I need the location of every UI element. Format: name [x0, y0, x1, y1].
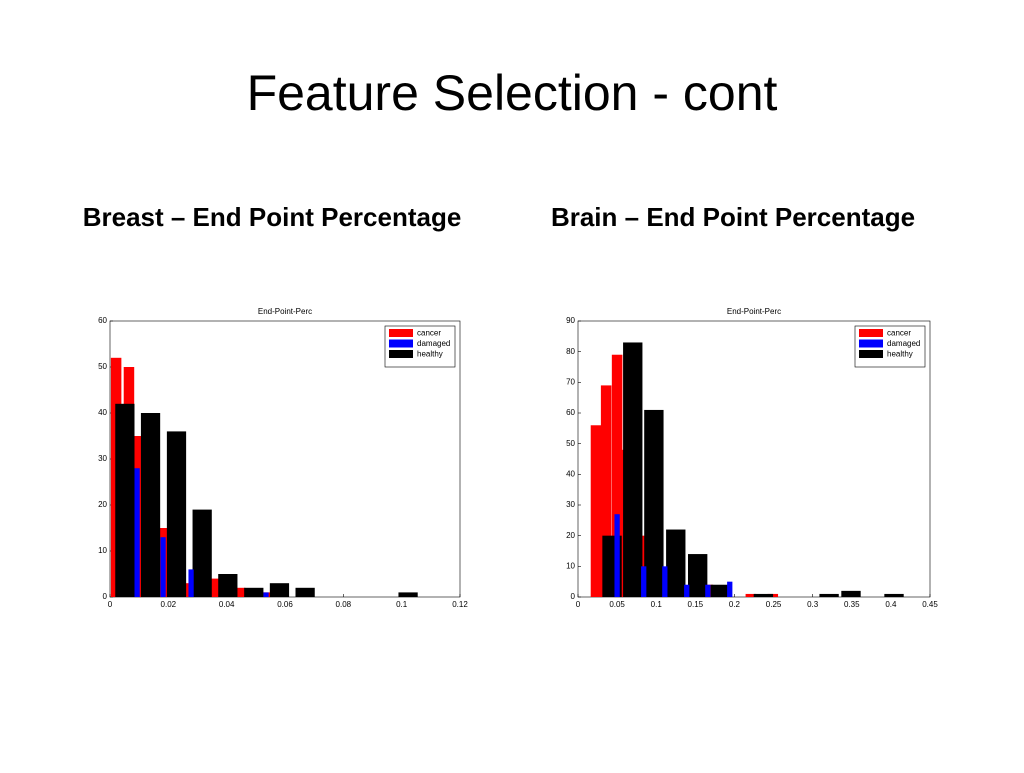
y-tick-label: 60: [566, 408, 575, 417]
bar: [641, 566, 647, 597]
bar: [218, 574, 238, 597]
bar: [188, 569, 194, 597]
x-tick-label: 0.2: [729, 600, 741, 609]
bar: [666, 529, 686, 597]
bar: [234, 587, 246, 597]
y-tick-label: 40: [566, 469, 575, 478]
legend-swatch: [859, 329, 883, 337]
bar: [115, 403, 135, 597]
x-tick-label: 0.12: [452, 600, 468, 609]
y-tick-label: 10: [98, 546, 107, 555]
bar: [884, 593, 904, 597]
x-tick-label: 0.35: [844, 600, 860, 609]
legend-label: healthy: [417, 350, 443, 359]
bar: [662, 566, 668, 597]
x-tick-label: 0.08: [336, 600, 352, 609]
bar: [705, 584, 711, 597]
y-tick-label: 0: [571, 592, 576, 601]
slide-title: Feature Selection - cont: [247, 65, 778, 121]
chart-title: End-Point-Perc: [258, 307, 312, 316]
legend-label: damaged: [417, 339, 450, 348]
bar: [710, 584, 731, 597]
bar: [819, 593, 839, 597]
bar: [600, 385, 612, 597]
bar: [745, 593, 757, 597]
x-tick-label: 0.04: [219, 600, 235, 609]
y-tick-label: 20: [98, 500, 107, 509]
bar: [209, 578, 221, 597]
x-tick-label: 0: [576, 600, 581, 609]
bar: [160, 537, 166, 597]
y-tick-label: 20: [566, 531, 575, 540]
x-tick-label: 0.02: [161, 600, 177, 609]
bar: [182, 583, 194, 597]
bar: [244, 587, 264, 597]
y-tick-label: 30: [98, 454, 107, 463]
bar: [841, 590, 861, 597]
bar: [263, 592, 269, 597]
x-tick-label: 0.05: [609, 600, 625, 609]
heading: Brain – End Point Percentage: [551, 202, 915, 232]
y-tick-label: 40: [98, 408, 107, 417]
y-tick-label: 70: [566, 377, 575, 386]
bar: [753, 593, 774, 597]
x-tick-label: 0.15: [688, 600, 704, 609]
y-tick-label: 60: [98, 316, 107, 325]
y-tick-label: 0: [103, 592, 108, 601]
bar: [398, 592, 418, 597]
bar: [614, 514, 620, 597]
bar: [684, 584, 690, 597]
bar: [140, 413, 161, 597]
legend-swatch: [859, 339, 883, 348]
y-tick-label: 50: [566, 439, 575, 448]
bar: [192, 509, 212, 597]
x-tick-label: 0.1: [651, 600, 663, 609]
y-tick-label: 90: [566, 316, 575, 325]
bar: [688, 554, 708, 597]
y-tick-label: 80: [566, 347, 575, 356]
x-tick-label: 0.1: [396, 600, 408, 609]
y-tick-label: 30: [566, 500, 575, 509]
legend-label: damaged: [887, 339, 920, 348]
x-tick-label: 0.45: [922, 600, 938, 609]
legend-swatch: [389, 329, 413, 337]
bar: [295, 587, 315, 597]
x-tick-label: 0.25: [766, 600, 782, 609]
bar: [727, 581, 733, 597]
x-tick-label: 0.4: [885, 600, 897, 609]
legend-swatch: [859, 350, 883, 358]
bar: [269, 583, 290, 597]
legend-swatch: [389, 350, 413, 358]
legend-swatch: [389, 339, 413, 348]
bar: [644, 409, 664, 597]
bar: [623, 342, 643, 597]
heading: Breast – End Point Percentage: [83, 202, 462, 232]
chart-title: End-Point-Perc: [727, 307, 781, 316]
x-tick-label: 0: [108, 600, 113, 609]
x-tick-label: 0.06: [277, 600, 293, 609]
y-tick-label: 10: [566, 561, 575, 570]
bar: [166, 431, 187, 597]
y-tick-label: 50: [98, 362, 107, 371]
legend-label: healthy: [887, 350, 913, 359]
bar: [590, 425, 602, 597]
x-tick-label: 0.3: [807, 600, 819, 609]
bar: [134, 468, 140, 597]
legend-label: cancer: [887, 329, 911, 338]
bar: [611, 354, 623, 597]
legend-label: cancer: [417, 329, 441, 338]
